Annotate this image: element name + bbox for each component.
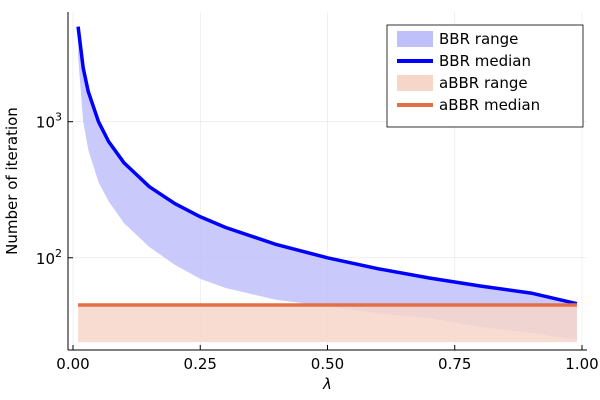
series-abbr-range: [78, 305, 577, 343]
y-tick-label: 103: [36, 111, 62, 132]
series-bbr-range: [78, 26, 577, 340]
x-tick-label: 0.75: [438, 355, 471, 373]
x-axis-label: λ: [322, 375, 332, 393]
x-tick-label: 0.50: [311, 355, 344, 373]
series-bbr-median: [76, 26, 578, 306]
y-axis-label: Number of iteration: [3, 107, 21, 255]
x-tick-label: 0.25: [184, 355, 217, 373]
x-tick-label: 0.00: [56, 355, 89, 373]
tick-labels: 0.00 0.25 0.50 0.75 1.00 102 103: [36, 111, 599, 373]
legend-label: BBR median: [439, 52, 531, 70]
x-tick-label: 1.00: [565, 355, 598, 373]
plot-area: [76, 26, 578, 343]
axes: [67, 12, 587, 351]
legend-swatch: [397, 75, 433, 91]
y-tick-label: 102: [36, 247, 62, 268]
legend-swatch: [397, 31, 433, 47]
legend-label: aBBR range: [439, 74, 528, 92]
legend-label: BBR range: [439, 30, 518, 48]
legend-label: aBBR median: [439, 96, 540, 114]
legend: BBR range BBR median aBBR range aBBR median: [386, 24, 584, 128]
